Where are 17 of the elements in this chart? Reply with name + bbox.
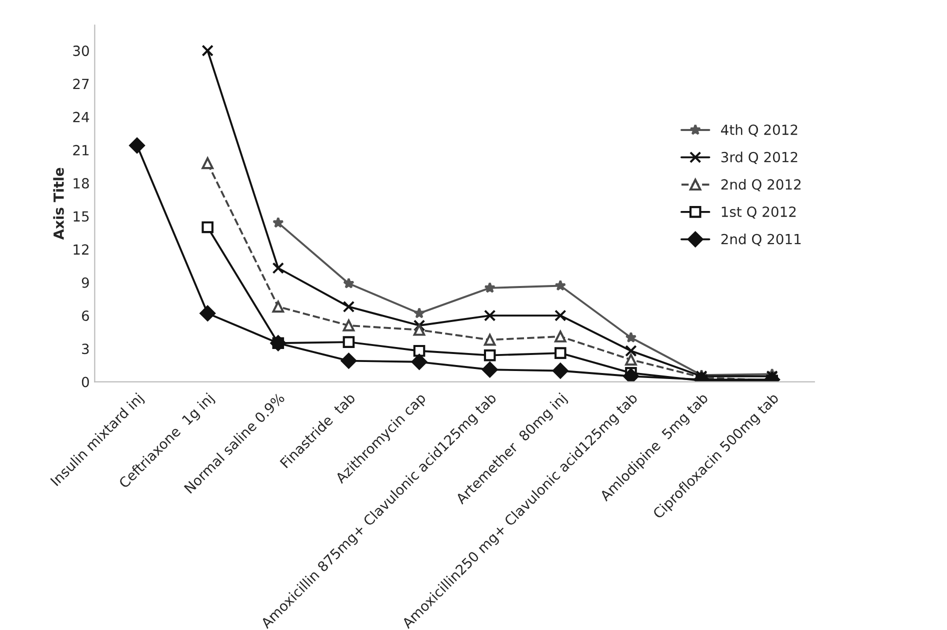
y-tick-label: 0	[82, 376, 89, 388]
y-tick-label: 6	[82, 310, 89, 322]
y-tick-label: 18	[74, 178, 89, 189]
legend-label: 1st Q 2012	[722, 206, 796, 219]
legend-label: 3rd Q 2012	[721, 152, 798, 164]
y-tick-label: 9	[82, 277, 89, 288]
legend-label: 4th Q 2012	[721, 124, 798, 137]
y-tick-label: 12	[74, 244, 88, 255]
y-tick-label: 30	[73, 46, 89, 56]
y-tick-label: 3	[82, 344, 89, 354]
legend-label: 2nd Q 2011	[721, 234, 801, 246]
y-tick-label: 24	[73, 112, 90, 122]
legend-label: 2nd Q 2012	[721, 178, 801, 192]
y-tick-label: 15	[74, 211, 89, 222]
y-tick-label: 21	[73, 144, 89, 156]
y-tick-label: 27	[73, 78, 89, 89]
y-axis-title: Axis Title	[53, 168, 64, 240]
